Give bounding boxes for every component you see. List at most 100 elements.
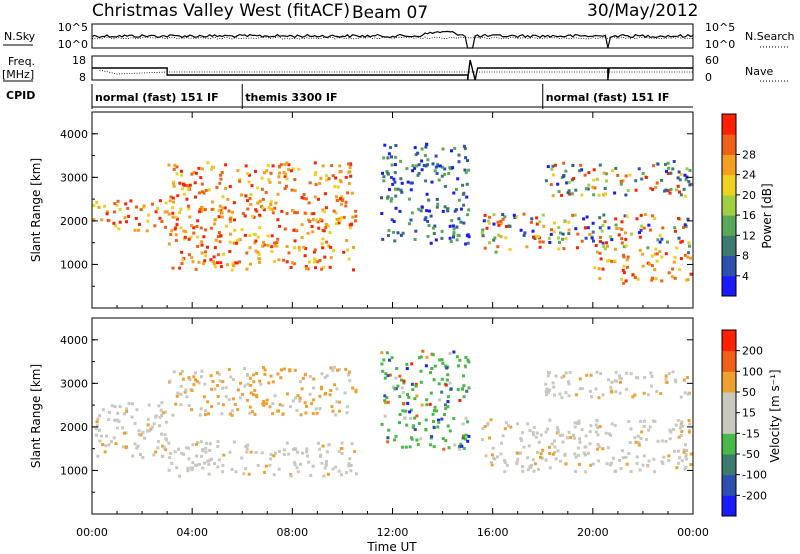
power-cell <box>445 207 449 211</box>
velocity-cell <box>554 374 558 378</box>
power-cell <box>646 246 650 250</box>
velocity-cell <box>227 398 231 402</box>
power-cell <box>310 225 314 229</box>
power-cell <box>283 187 287 191</box>
power-cell <box>596 250 599 254</box>
power-cell <box>266 234 270 238</box>
velocity-cell <box>312 386 315 390</box>
power-cell <box>601 241 605 245</box>
power-cell <box>229 232 232 236</box>
velocity-cell <box>459 442 463 446</box>
power-cell <box>320 267 324 271</box>
power-cell <box>265 169 269 173</box>
velocity-cell <box>610 380 614 384</box>
velocity-cell <box>574 469 577 473</box>
power-cell <box>170 229 174 233</box>
power-cell <box>425 142 429 146</box>
power-cell <box>209 258 213 262</box>
power-cell <box>318 259 322 262</box>
power-cell <box>243 214 247 218</box>
velocity-cell <box>660 460 664 464</box>
power-cell <box>649 186 653 190</box>
velocity-cell <box>154 450 158 454</box>
power-cell <box>686 217 690 221</box>
power-cell <box>622 253 625 257</box>
velocity-cell <box>457 447 461 451</box>
power-cell <box>399 233 403 237</box>
velocity-cell <box>280 368 283 372</box>
power-cell <box>218 181 222 185</box>
velocity-cell <box>575 421 579 425</box>
velocity-cell <box>588 430 592 434</box>
velocity-cell <box>340 452 344 455</box>
velocity-cell <box>292 447 295 451</box>
velocity-cell <box>264 464 268 468</box>
power-cell <box>598 277 602 281</box>
velocity-cell <box>678 456 682 460</box>
velocity-cell <box>293 368 297 372</box>
velocity-cell <box>112 436 116 440</box>
power-cell <box>538 220 542 224</box>
velocity-cell <box>194 378 197 382</box>
power-cell <box>640 177 644 181</box>
power-cell <box>465 234 469 238</box>
power-cell <box>466 213 469 217</box>
velocity-cell <box>574 455 578 459</box>
velocity-cell <box>429 371 432 375</box>
velocity-cell <box>383 394 387 398</box>
power-cell <box>287 163 291 167</box>
velocity-cell <box>419 355 423 359</box>
power-cell <box>322 265 326 269</box>
velocity-cell <box>217 372 221 376</box>
velocity-cell <box>334 413 338 417</box>
velocity-cell <box>393 438 397 442</box>
velocity-cell <box>245 373 249 376</box>
velocity-cell <box>521 469 525 473</box>
power-cell <box>624 174 628 178</box>
nave-tick-bottom: 0 <box>705 71 712 84</box>
velocity-cell <box>415 438 419 442</box>
power-cell <box>158 199 162 203</box>
velocity-cell <box>163 410 167 414</box>
power-cell <box>422 164 426 167</box>
velocity-cell <box>452 350 456 354</box>
power-cell <box>557 190 561 194</box>
power-cell <box>243 233 247 237</box>
velocity-cell <box>267 381 271 385</box>
power-cell <box>557 247 561 251</box>
power-cell <box>146 219 150 223</box>
velocity-cell <box>262 401 266 405</box>
velocity-cell <box>609 385 613 389</box>
velocity-cell <box>563 453 567 457</box>
velocity-cell <box>337 450 341 453</box>
power-cell <box>678 190 681 194</box>
velocity-cell <box>625 371 629 375</box>
power-cell <box>530 217 534 221</box>
power-cell <box>463 147 467 151</box>
power-cell <box>551 194 555 198</box>
velocity-cell <box>458 358 462 362</box>
power-cell <box>387 229 391 233</box>
power-cell <box>172 200 175 204</box>
velocity-cell <box>179 384 183 388</box>
velocity-cell <box>429 391 433 395</box>
power-cell <box>348 166 352 169</box>
power-cell <box>334 195 338 199</box>
power-cell <box>249 203 253 206</box>
velocity-cell <box>282 367 286 371</box>
power-cell <box>178 266 182 270</box>
power-cell <box>258 257 262 261</box>
power-cell <box>434 154 438 158</box>
velocity-cell <box>556 428 560 431</box>
velocity-cell <box>110 404 114 408</box>
power-cell <box>585 187 588 191</box>
velocity-cell <box>160 432 163 436</box>
power-cell <box>97 205 101 209</box>
velocity-cell <box>481 427 485 430</box>
velocity-cell <box>642 391 646 395</box>
velocity-cell <box>646 393 650 397</box>
velocity-cell <box>221 470 225 474</box>
power-cell <box>656 162 660 166</box>
velocity-cell <box>643 376 647 379</box>
